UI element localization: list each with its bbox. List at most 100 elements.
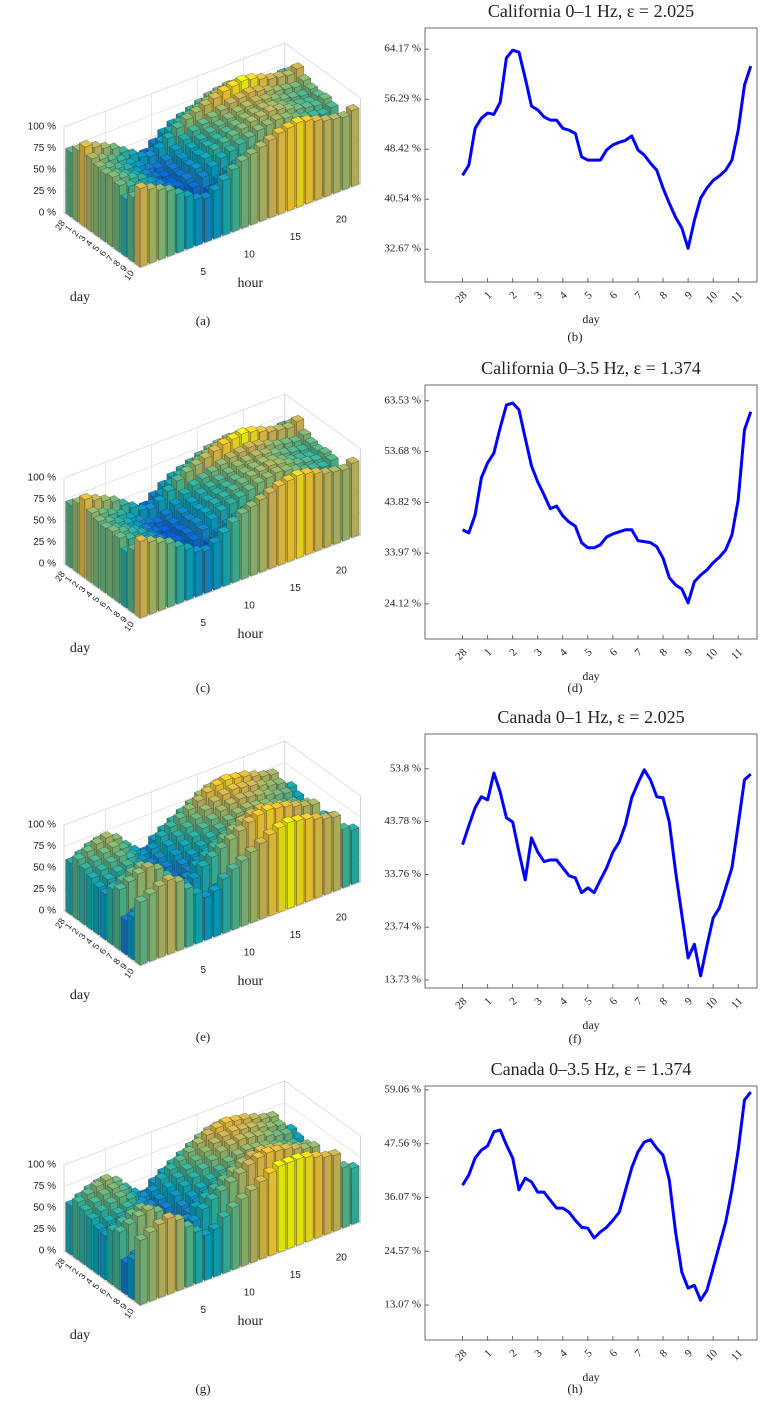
bar-top-face — [223, 97, 238, 105]
bar-top-face — [272, 777, 286, 785]
bar-left-face — [120, 1259, 127, 1296]
caption: (b) — [567, 329, 582, 344]
bar-top-face — [251, 788, 266, 796]
y-tick-label: 5 — [90, 941, 101, 951]
bar-top-face — [196, 117, 210, 125]
y-tick-label: 1 — [63, 223, 74, 233]
bar-top-face — [212, 119, 227, 127]
x-tick-label: 9 — [683, 995, 696, 1008]
bar-top-face — [290, 116, 305, 124]
bar-top-face — [217, 85, 231, 93]
bar-front-face — [139, 185, 148, 268]
chart-title: Canada 0–1 Hz, ε = 2.025 — [497, 707, 684, 727]
bar-top-face — [244, 779, 259, 787]
bar-top-face — [290, 415, 305, 423]
y-tick-label: 4 — [84, 589, 95, 599]
bar-front-face — [222, 530, 231, 587]
bar-front-face — [158, 187, 167, 261]
bar-front-face — [268, 137, 277, 219]
bar-top-face — [253, 140, 268, 148]
bar-top-face — [205, 110, 220, 119]
bar-top-face — [244, 469, 259, 478]
y-tick-label: 24.57 % — [384, 1245, 421, 1257]
bar-top-face — [180, 172, 194, 180]
bar-front-face — [342, 826, 351, 889]
x-tick-label: 28 — [453, 1347, 470, 1364]
bar-front-face — [277, 483, 286, 566]
bar-top-face — [235, 781, 250, 789]
z-tick-label: 25 % — [33, 186, 56, 197]
bar-front-face — [259, 144, 268, 222]
bar-top-face — [272, 423, 286, 431]
z-tick-label: 75 % — [33, 494, 56, 505]
x-tick-label: 7 — [633, 289, 646, 302]
z-tick-label: 75 % — [33, 841, 56, 852]
bar-front-face — [241, 1196, 249, 1267]
bar-left-face — [120, 547, 127, 609]
z-tick-label: 25 % — [33, 884, 56, 895]
y-tick-label: 28 — [53, 218, 67, 232]
bar-front-face — [314, 816, 323, 899]
bar-top-face — [187, 124, 201, 132]
z-tick-label: 50 % — [33, 1203, 56, 1214]
bar-top-face — [207, 92, 222, 100]
y-tick-label: 43.82 % — [384, 496, 421, 508]
bar-front-face — [259, 1179, 268, 1260]
bar-top-face — [175, 152, 190, 160]
bar-left-face — [72, 499, 79, 574]
bar-top-face — [244, 72, 259, 81]
bar-front-face — [149, 1229, 157, 1302]
bar-top-face — [230, 459, 245, 468]
bar-top-face — [299, 455, 314, 463]
y-tick-label: 6 — [97, 599, 108, 609]
bar-top-face — [237, 770, 252, 778]
bar-top-face — [207, 143, 222, 151]
bar-front-face — [259, 497, 268, 573]
bar-left-face — [106, 1226, 113, 1286]
x-tick-label: 10 — [244, 947, 256, 958]
bar-left-face — [65, 1201, 72, 1256]
bar-front-face — [333, 1152, 341, 1232]
bar-left-face — [127, 546, 134, 614]
bar-front-face — [351, 1165, 360, 1225]
caption: (f) — [569, 1031, 582, 1046]
bar-top-face — [85, 152, 100, 160]
bar-top-face — [260, 471, 275, 479]
x-axis-label: day — [582, 1018, 599, 1032]
y-tick-label: 48.42 % — [384, 143, 421, 155]
bar-top-face — [279, 437, 293, 445]
bar-top-face — [263, 133, 277, 141]
bar-top-face — [134, 181, 148, 190]
bar-left-face — [79, 864, 86, 926]
y-tick-label: 2 — [70, 579, 81, 589]
bar-top-face — [272, 71, 286, 79]
bar-front-face — [176, 1217, 185, 1292]
bar-front-face — [277, 825, 286, 913]
bar-top-face — [258, 93, 273, 101]
bar-front-face — [250, 151, 259, 226]
bar-top-face — [299, 114, 314, 122]
bar-front-face — [204, 195, 213, 243]
x-tick-label: 28 — [453, 995, 470, 1012]
bar-front-face — [149, 891, 157, 962]
x-axis-label: hour — [237, 974, 263, 989]
bar-top-face — [214, 458, 229, 466]
bar-left-face — [127, 193, 134, 263]
bar-top-face — [180, 527, 194, 535]
bar-front-face — [296, 818, 305, 906]
bar-front-face — [323, 1154, 332, 1236]
x-tick-label: 5 — [582, 289, 595, 302]
bar-top-face — [223, 144, 238, 152]
x-tick-label: 28 — [453, 646, 470, 663]
bar-left-face — [113, 1228, 120, 1291]
x-tick-label: 6 — [607, 1347, 620, 1360]
bar-left-face — [134, 898, 141, 966]
y-tick-label: 47.56 % — [384, 1137, 421, 1149]
bar-front-face — [342, 1164, 351, 1229]
bar-front-face — [287, 125, 295, 212]
bar-front-face — [259, 840, 268, 920]
x-tick-label: 1 — [482, 1347, 494, 1359]
bar-left-face — [134, 537, 141, 619]
y-tick-label: 7 — [104, 604, 115, 614]
